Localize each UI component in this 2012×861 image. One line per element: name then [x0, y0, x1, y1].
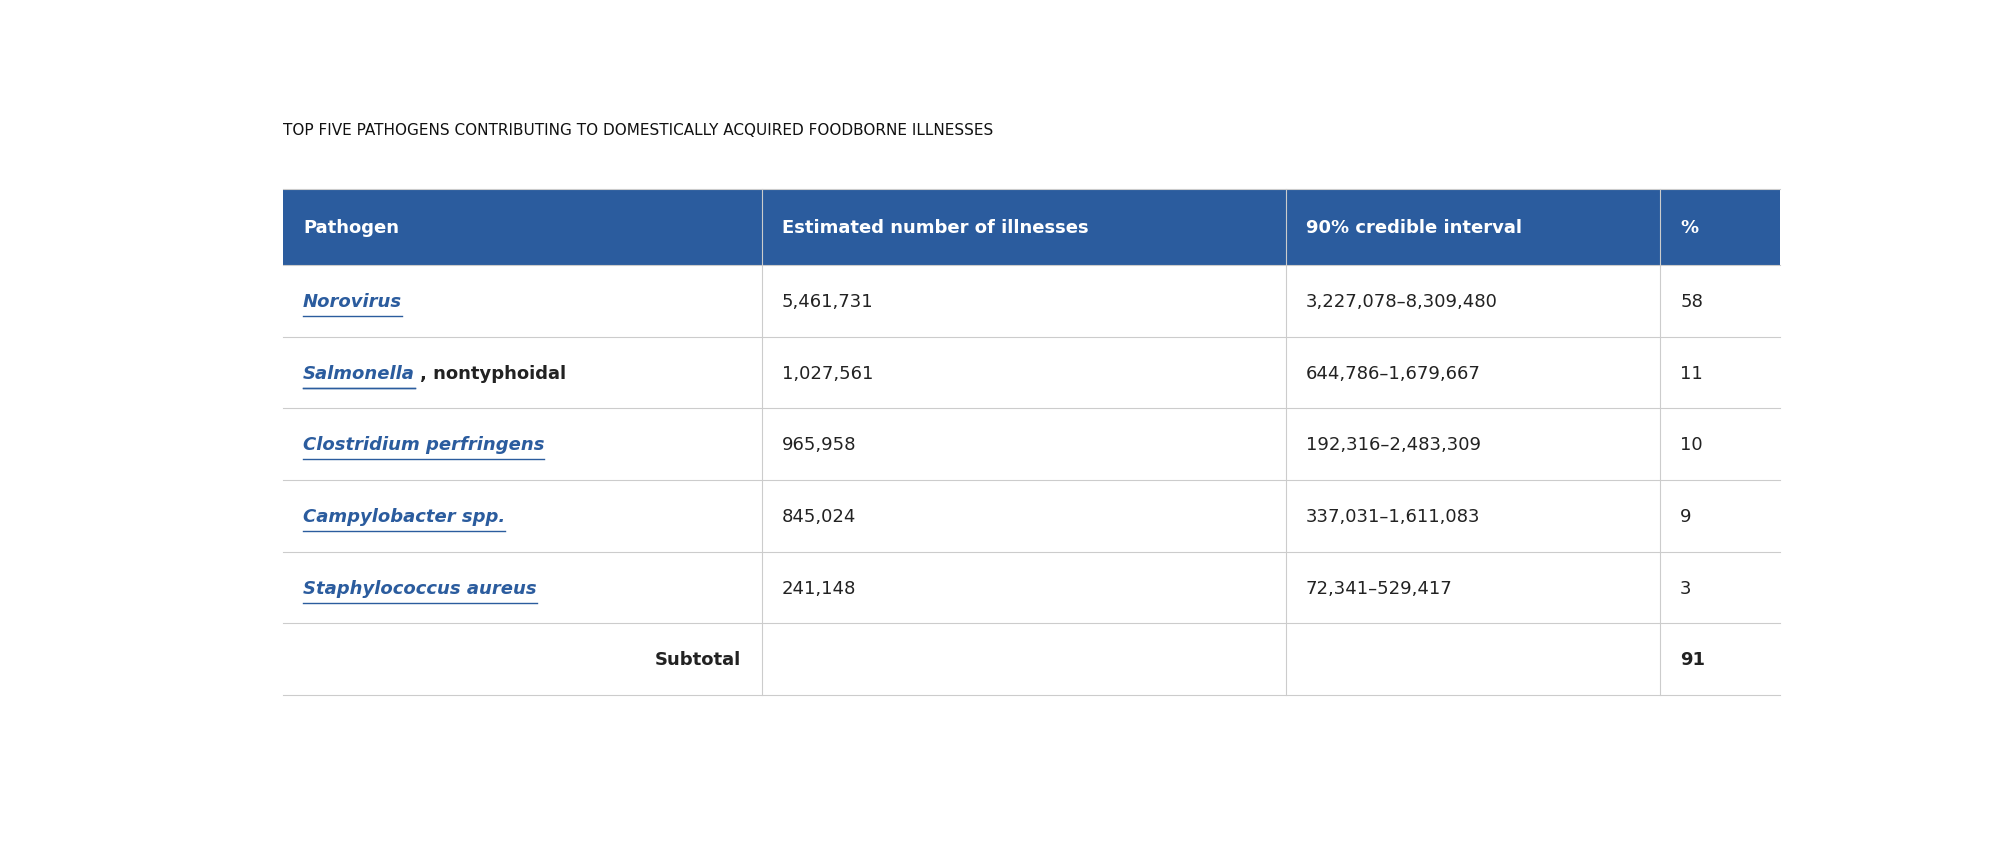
Text: 241,148: 241,148	[783, 579, 857, 597]
Text: Pathogen: Pathogen	[304, 219, 398, 237]
Bar	[282, 189, 1779, 266]
Text: 644,786–1,679,667: 644,786–1,679,667	[1306, 364, 1481, 382]
Bar	[282, 480, 1779, 552]
Text: Norovirus: Norovirus	[304, 293, 402, 311]
Text: Salmonella: Salmonella	[304, 364, 414, 382]
Text: Clostridium perfringens: Clostridium perfringens	[304, 436, 545, 454]
Bar	[282, 552, 1779, 623]
Text: 845,024: 845,024	[783, 507, 857, 525]
Text: TOP FIVE PATHOGENS CONTRIBUTING TO DOMESTICALLY ACQUIRED FOODBORNE ILLNESSES: TOP FIVE PATHOGENS CONTRIBUTING TO DOMES…	[282, 123, 994, 139]
Bar	[282, 623, 1779, 696]
Text: 192,316–2,483,309: 192,316–2,483,309	[1306, 436, 1481, 454]
Bar	[282, 338, 1779, 409]
Text: 91: 91	[1680, 651, 1704, 668]
Text: , nontyphoidal: , nontyphoidal	[421, 364, 565, 382]
Text: 3,227,078–8,309,480: 3,227,078–8,309,480	[1306, 293, 1497, 311]
Text: 3: 3	[1680, 579, 1692, 597]
Text: 90% credible interval: 90% credible interval	[1306, 219, 1521, 237]
Bar	[282, 266, 1779, 338]
Text: 9: 9	[1680, 507, 1692, 525]
Text: Subtotal: Subtotal	[656, 651, 742, 668]
Text: Staphylococcus aureus: Staphylococcus aureus	[304, 579, 537, 597]
Text: Campylobacter spp.: Campylobacter spp.	[304, 507, 505, 525]
Text: 5,461,731: 5,461,731	[783, 293, 873, 311]
Text: 337,031–1,611,083: 337,031–1,611,083	[1306, 507, 1481, 525]
Text: 11: 11	[1680, 364, 1702, 382]
Text: %: %	[1680, 219, 1698, 237]
Text: 58: 58	[1680, 293, 1702, 311]
Bar	[282, 409, 1779, 480]
Text: 72,341–529,417: 72,341–529,417	[1306, 579, 1453, 597]
Text: 965,958: 965,958	[783, 436, 857, 454]
Text: Estimated number of illnesses: Estimated number of illnesses	[783, 219, 1088, 237]
Text: 1,027,561: 1,027,561	[783, 364, 873, 382]
Text: 10: 10	[1680, 436, 1702, 454]
